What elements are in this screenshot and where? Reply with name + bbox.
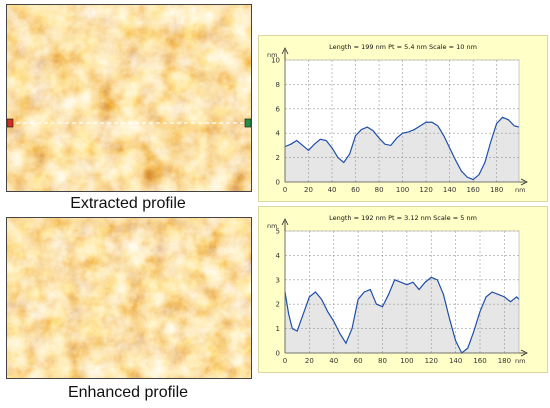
y-unit-label: nm [267,222,277,230]
x-tick-label: 120 [419,186,432,194]
afm-image-bottom [6,217,252,379]
x-tick-label: 20 [304,186,313,194]
y-axis-arrow [281,47,289,55]
y-tick-label: 10 [271,57,280,65]
afm-texture-bottom [7,218,251,378]
y-tick-label: 8 [276,81,280,89]
x-tick-label: 60 [354,357,363,365]
x-unit-label: nm [515,357,525,365]
x-tick-label: 180 [498,357,511,365]
y-tick-label: 3 [276,276,280,284]
x-tick-label: 80 [378,357,387,365]
profile-area [285,117,519,182]
x-axis-arrow [520,178,528,186]
y-tick-label: 4 [276,130,281,138]
caption-enhanced: Enhanced profile [67,384,189,401]
y-tick-label: 0 [276,350,280,358]
profile-line-series [284,116,520,181]
x-tick-label: 40 [328,186,337,194]
y-tick-label: 2 [276,154,280,162]
afm-image-top [6,4,252,192]
profile-chart-top: Length = 199 nm Pt = 5.4 nm Scale = 10 n… [267,43,528,194]
x-tick-label: 180 [490,186,503,194]
y-tick-label: 6 [276,105,281,113]
x-tick-label: 100 [400,357,413,365]
y-tick-label: 1 [276,325,280,333]
afm-texture-top [7,5,251,191]
y-unit-label: nm [267,51,277,59]
x-tick-label: 100 [396,186,409,194]
y-tick-label: 2 [276,301,280,309]
profile-chart-panel-top: Length = 199 nm Pt = 5.4 nm Scale = 10 n… [258,35,548,202]
x-tick-label: 40 [329,357,338,365]
x-tick-label: 0 [283,186,287,194]
x-tick-label: 140 [449,357,462,365]
x-tick-label: 160 [466,186,479,194]
x-tick-label: 80 [375,186,384,194]
profile-chart-bottom: Length = 192 nm Pt = 3.12 nm Scale = 5 n… [267,214,528,365]
x-tick-label: 120 [425,357,438,365]
profile-line-series [284,276,520,354]
profile-end-marker[interactable] [244,118,251,128]
profile-start-marker[interactable] [7,118,14,128]
y-tick-label: 4 [276,252,281,260]
caption-extracted: Extracted profile [70,195,186,212]
x-tick-label: 160 [473,357,486,365]
y-tick-label: 5 [276,228,280,236]
x-axis-arrow [520,349,528,357]
x-tick-label: 20 [305,357,314,365]
x-tick-label: 0 [283,357,287,365]
profile-area [285,277,519,353]
x-unit-label: nm [515,186,525,194]
x-tick-label: 60 [351,186,360,194]
y-axis-arrow [281,218,289,226]
y-tick-label: 0 [276,179,280,187]
chart-title: Length = 199 nm Pt = 5.4 nm Scale = 10 n… [329,43,477,51]
plot-frame [284,230,520,354]
plot-frame [284,59,520,183]
x-tick-label: 140 [443,186,456,194]
profile-chart-panel-bottom: Length = 192 nm Pt = 3.12 nm Scale = 5 n… [258,206,548,373]
chart-title: Length = 192 nm Pt = 3.12 nm Scale = 5 n… [329,214,477,222]
